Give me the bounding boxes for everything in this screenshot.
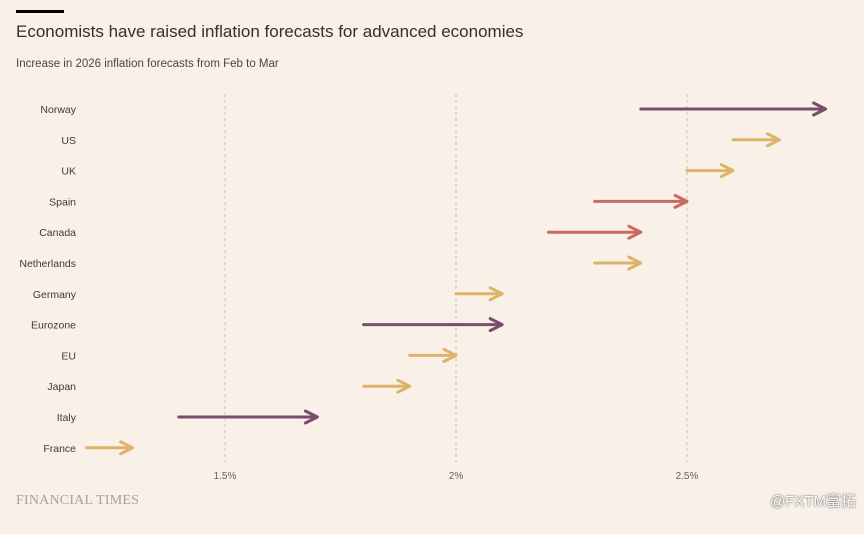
- arrow-head: [119, 440, 135, 456]
- arrow-head: [442, 347, 458, 363]
- x-tick-label: 1.5%: [214, 471, 237, 482]
- arrow-head: [488, 317, 504, 333]
- x-tick-label: 2%: [449, 471, 464, 482]
- watermark: @FXTM富拓: [769, 493, 856, 510]
- chart-subtitle: Increase in 2026 inflation forecasts fro…: [16, 58, 279, 70]
- category-label: Eurozone: [31, 320, 76, 332]
- arrow-head: [765, 132, 781, 148]
- category-label: Germany: [33, 289, 77, 301]
- financial-times-logo: FINANCIAL TIMES: [16, 493, 140, 508]
- arrow-head: [627, 255, 643, 271]
- x-tick-label: 2.5%: [676, 471, 699, 482]
- category-label: Norway: [40, 104, 76, 116]
- category-label: Netherlands: [19, 258, 76, 270]
- category-label: Canada: [39, 227, 76, 239]
- arrow-head: [673, 193, 689, 209]
- ft-accent-bar: [16, 10, 64, 13]
- chart-title: Economists have raised inflation forecas…: [16, 22, 524, 41]
- category-label: France: [43, 443, 76, 455]
- category-label: Italy: [57, 412, 77, 424]
- category-label: Japan: [47, 381, 76, 393]
- category-label: Spain: [49, 196, 76, 208]
- arrow-head: [303, 409, 319, 425]
- arrow-head: [719, 163, 735, 179]
- category-label: EU: [61, 350, 76, 362]
- arrow-head: [627, 224, 643, 240]
- arrow-head: [488, 286, 504, 302]
- category-label: US: [61, 135, 76, 147]
- arrow-head: [396, 378, 412, 394]
- category-label: UK: [61, 166, 76, 178]
- arrow-head: [812, 101, 828, 117]
